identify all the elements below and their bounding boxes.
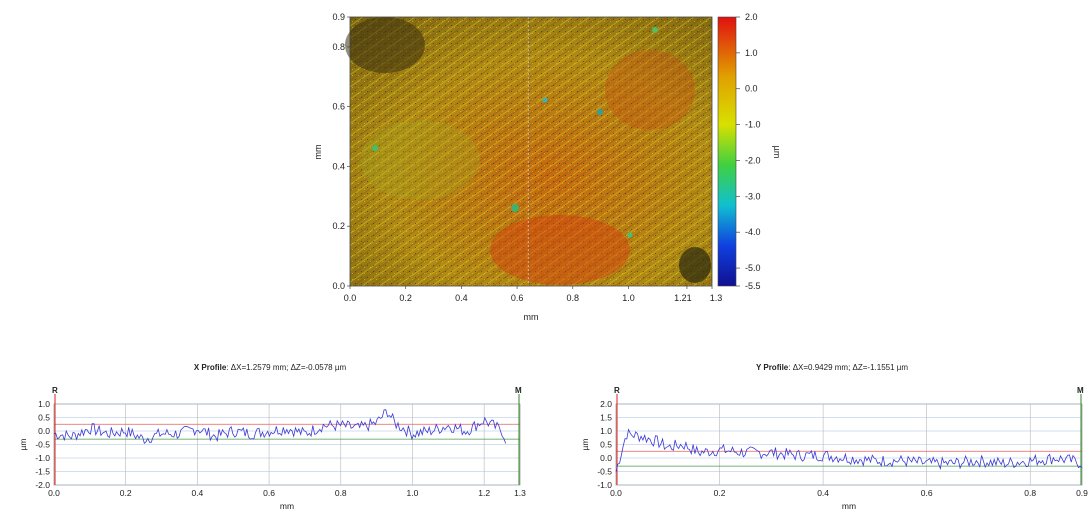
x-profile-y-tick-label: 0.0 [38, 426, 50, 436]
y-profile-y-tick-label: 2.0 [600, 399, 612, 409]
heatmap-y-tick-label: 0.9 [332, 12, 345, 22]
y-profile-y-tick-label: -1.0 [597, 480, 612, 490]
x-profile-marker-r-label: R [52, 386, 58, 395]
colorbar-tick-label: -2.0 [745, 155, 761, 165]
y-profile-x-tick-label: 0.8 [1024, 488, 1036, 498]
colorbar-tick-label: 1.0 [745, 48, 758, 58]
colorbar-tick-label: -1.0 [745, 120, 761, 130]
x-profile-chart: X Profile: ΔX=1.2579 mm; ΔZ=-0.0578 µm 1… [18, 363, 526, 511]
x-profile-y-tick-label: -1.5 [35, 467, 50, 477]
y-profile-title-rest: : ΔX=0.9429 mm; ΔZ=-1.1551 µm [788, 363, 908, 372]
heatmap-y-tick-label: 0.8 [332, 42, 345, 52]
y-profile-y-axis-label: µm [580, 439, 590, 451]
x-profile-x-tick-label: 0.0 [48, 488, 60, 498]
x-profile-y-tick-label: -0.5 [35, 440, 50, 450]
x-profile-x-tick-label: 1.2 [478, 488, 490, 498]
x-profile-x-tick-label: 0.6 [263, 488, 275, 498]
y-profile-marker-r-label: R [614, 386, 620, 395]
y-profile-chart: Y Profile: ΔX=0.9429 mm; ΔZ=-1.1551 µm 2… [580, 363, 1088, 511]
colorbar-tick-label: -4.0 [745, 227, 761, 237]
y-profile-x-tick-label: 0.0 [610, 488, 622, 498]
heatmap-x-tick-label: 0.6 [511, 293, 524, 303]
heatmap-x-tick-label: 1.21 [674, 293, 692, 303]
x-profile-x-axis-label: mm [280, 501, 294, 511]
x-profile-y-tick-label: 0.5 [38, 413, 50, 423]
heatmap-y-tick-label: 0.2 [332, 221, 345, 231]
x-profile-title-rest: : ΔX=1.2579 mm; ΔZ=-0.0578 µm [226, 363, 346, 372]
heatmap-y-tick-label: 0.4 [332, 161, 345, 171]
x-profile-x-tick-label: 0.4 [191, 488, 203, 498]
colorbar: 2.0 1.0 0.0 -1.0 -2.0 -3.0 -4.0 -5.0 -5.5 µm [717, 12, 782, 291]
colorbar-gradient [717, 16, 737, 287]
y-profile-marker-m-label: M [1077, 386, 1084, 395]
x-profile-x-tick-label: 0.8 [335, 488, 347, 498]
heatmap-x-tick-label: 1.3 [710, 293, 723, 303]
y-profile-y-tick-label: 1.0 [600, 426, 612, 436]
x-profile-x-tick-label: 1.3 [514, 488, 526, 498]
y-profile-x-tick-label: 0.4 [817, 488, 829, 498]
colorbar-tick-label: -5.5 [745, 281, 761, 291]
y-profile-x-tick-label: 0.2 [714, 488, 726, 498]
colorbar-tick-label: 2.0 [745, 12, 758, 22]
heatmap-y-tick-label: 0.6 [332, 102, 345, 112]
colorbar-tick-label: -5.0 [745, 263, 761, 273]
y-profile-y-tick-label: -0.5 [597, 467, 612, 477]
y-profile-y-tick-label: 0.5 [600, 440, 612, 450]
y-profile-y-tick-label: 0.0 [600, 453, 612, 463]
heatmap-x-tick-label: 1.0 [622, 293, 635, 303]
x-profile-y-tick-label: -2.0 [35, 480, 50, 490]
heatmap-x-label: mm [524, 312, 539, 322]
heatmap-x-tick-label: 0.0 [344, 293, 357, 303]
x-profile-y-axis-label: µm [18, 439, 28, 451]
x-profile-x-tick-label: 0.2 [120, 488, 132, 498]
colorbar-tick-label: -3.0 [745, 191, 761, 201]
colorbar-tick-label: 0.0 [745, 84, 758, 94]
x-profile-marker-m-label: M [515, 386, 522, 395]
y-profile-title-bold: Y Profile [756, 363, 789, 372]
y-profile-y-tick-label: 1.5 [600, 413, 612, 423]
colorbar-label: µm [772, 146, 782, 159]
heatmap-y-label: mm [313, 145, 323, 160]
y-profile-x-tick-label: 0.6 [921, 488, 933, 498]
heatmap-y-tick-label: 0.0 [332, 281, 345, 291]
heatmap-x-tick-label: 0.2 [399, 293, 412, 303]
heatmap-x-tick-label: 0.4 [455, 293, 468, 303]
heatmap-frame [349, 16, 713, 287]
heatmap-chart: 0.0 0.2 0.4 0.6 0.8 1.0 1.21 1.3 0.0 0.2 0.4 0.6 0.… [313, 12, 782, 322]
y-profile-x-tick-label: 0.9 [1076, 488, 1088, 498]
y-profile-x-axis-label: mm [842, 501, 856, 511]
x-profile-y-tick-label: 1.0 [38, 399, 50, 409]
y-profile-profile-line [615, 428, 1083, 472]
x-profile-title: X Profile: ΔX=1.2579 mm; ΔZ=-0.0578 µm [194, 363, 347, 372]
heatmap-x-tick-label: 0.8 [567, 293, 580, 303]
y-profile-title: Y Profile: ΔX=0.9429 mm; ΔZ=-1.1551 µm [756, 363, 908, 372]
x-profile-y-tick-label: -1.0 [35, 453, 50, 463]
x-profile-profile-line [53, 409, 507, 445]
x-profile-title-bold: X Profile [194, 363, 227, 372]
x-profile-x-tick-label: 1.0 [407, 488, 419, 498]
surface-height-map [345, 17, 712, 286]
